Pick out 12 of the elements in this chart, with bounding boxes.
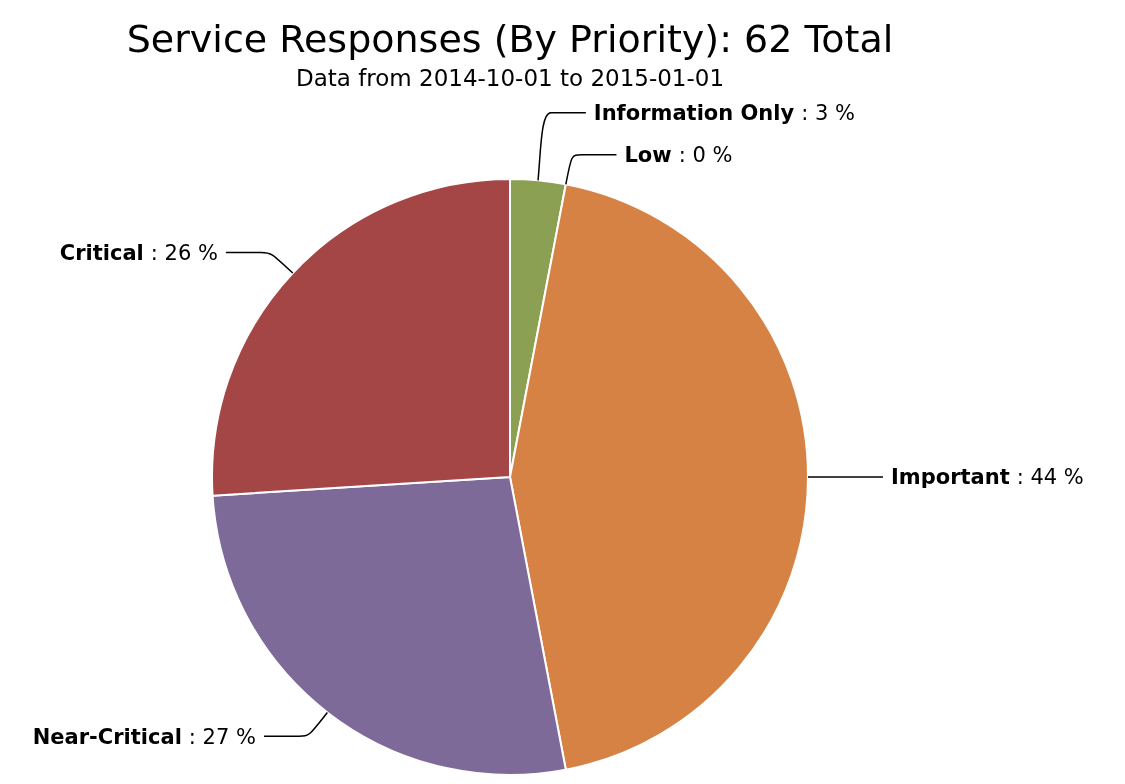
slice-label: Information Only: [593, 101, 795, 126]
data-label: : 3 %: [801, 101, 855, 126]
slice-label: Near-Critical: [32, 724, 182, 749]
data-label: : 26 %: [150, 240, 218, 265]
data-label: : 27 %: [188, 724, 256, 749]
slice-label: Critical: [59, 240, 144, 265]
chart-title: Service Responses (By Priority): 62 Total: [126, 17, 894, 61]
data-label: : 44 %: [1016, 465, 1084, 490]
chart-subtitle: Data from 2014-10-01 to 2015-01-01: [295, 65, 725, 91]
legend-label: Low: [624, 143, 672, 168]
text: : 0 %: [678, 143, 733, 168]
slice-label: Important: [891, 465, 1010, 490]
